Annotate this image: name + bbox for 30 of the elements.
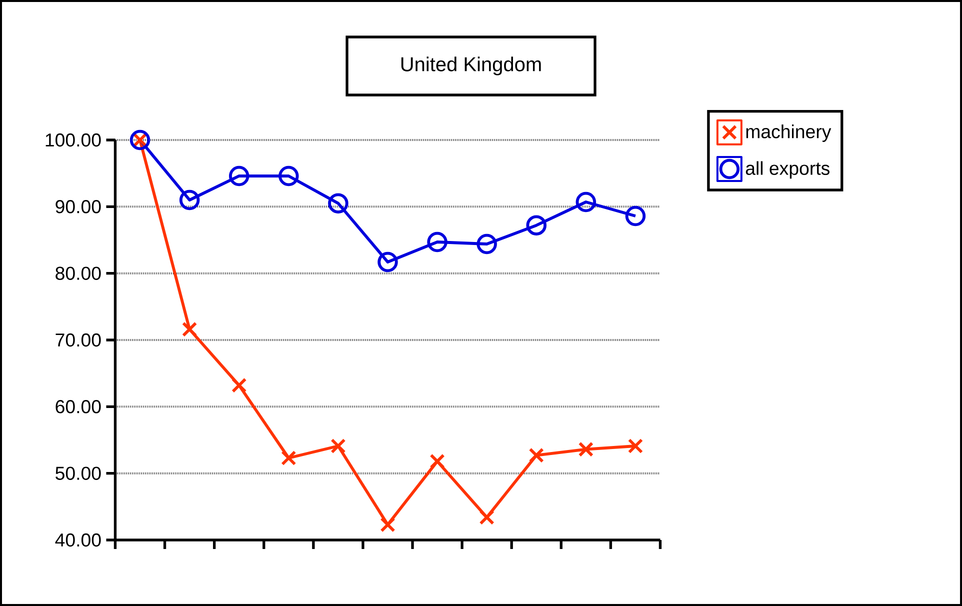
point (378, 252, 398, 272)
point (628, 438, 644, 454)
legend-label: all exports (746, 161, 830, 179)
chart-title: United Kingdom (401, 56, 541, 76)
point (228, 166, 250, 186)
point (179, 190, 200, 210)
point (576, 192, 596, 212)
point (526, 215, 547, 236)
point (278, 166, 299, 186)
y-tick-label: 80.00 (56, 266, 101, 280)
y-tick-label: 40.00 (55, 533, 101, 547)
point (578, 442, 594, 457)
y-tick-label: 50.00 (56, 466, 101, 480)
point (281, 450, 296, 466)
point (476, 234, 497, 254)
point (328, 193, 348, 214)
point (231, 378, 247, 393)
y-tick-label: 100.00 (46, 133, 101, 147)
point (528, 448, 544, 463)
point (430, 454, 445, 469)
point (182, 322, 198, 337)
point (625, 206, 646, 226)
y-tick-label: 90.00 (56, 200, 101, 214)
legend-label: machinery (746, 124, 832, 142)
y-tick-label: 60.00 (56, 400, 101, 414)
point (427, 232, 448, 252)
point (479, 510, 494, 525)
y-tick-label: 70.00 (56, 333, 101, 347)
point (380, 517, 396, 532)
point (330, 438, 346, 454)
